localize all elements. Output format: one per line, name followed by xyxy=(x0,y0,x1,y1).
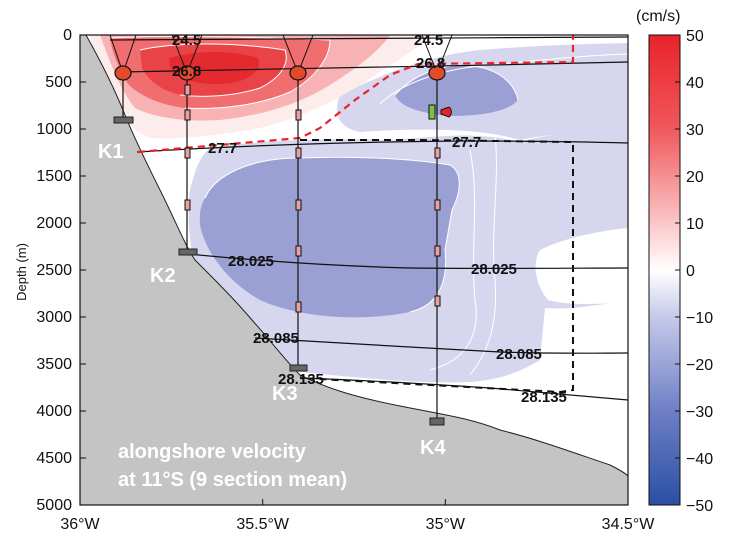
plot-area xyxy=(80,35,628,505)
isopycnal-label-28-085-a: 28.085 xyxy=(253,330,299,347)
colorbar-tick-label: −30 xyxy=(686,404,713,421)
y-tick-label: 3500 xyxy=(36,356,72,373)
isopycnal-label-28-135-b: 28.135 xyxy=(521,389,567,406)
bottom-topography xyxy=(80,35,628,505)
isopycnal-label-24-5-a: 24.5 xyxy=(172,32,201,49)
colorbar-tick-label: 20 xyxy=(686,169,704,186)
x-tick-label: 35°W xyxy=(426,516,466,533)
y-axis: 0 500 1000 1500 2000 2500 3000 3500 4000 4500 5000 xyxy=(36,27,86,514)
isopycnal-label-28-025-a: 28.025 xyxy=(228,253,274,270)
velocity-contour-lines xyxy=(109,36,628,376)
mooring-label-k3: K3 xyxy=(272,383,298,405)
mooring-label-k1: K1 xyxy=(98,141,124,163)
mooring-label-k2: K2 xyxy=(150,265,176,287)
colorbar-axis: 50 40 30 20 10 0 −10 −20 −30 −40 −50 xyxy=(675,28,713,515)
mooring-label-k4: K4 xyxy=(420,437,446,459)
x-tick-label: 34.5°W xyxy=(602,516,656,533)
isopycnal-label-27-7-a: 27.7 xyxy=(208,140,237,157)
dashed-red-line xyxy=(137,35,575,154)
colorbar-tick-label: 40 xyxy=(686,75,704,92)
colorbar-tick-label: −20 xyxy=(686,357,713,374)
y-tick-label: 4500 xyxy=(36,450,72,467)
isopycnal-label-24-5-b: 24.5 xyxy=(414,32,443,49)
isopycnal-labels: 24.5 24.5 26.8 26.8 27.7 27.7 28.025 28.… xyxy=(172,32,567,406)
mooring-k3 xyxy=(282,35,314,372)
colorbar-tick-label: −10 xyxy=(686,310,713,327)
y-tick-label: 500 xyxy=(45,74,72,91)
dashed-black-line xyxy=(299,139,574,394)
caption-line-1: alongshore velocity xyxy=(118,441,307,463)
colorbar-tick-label: 30 xyxy=(686,122,704,139)
x-tick-label: 35.5°W xyxy=(236,516,290,533)
colorbar-tick-label: 0 xyxy=(686,263,695,280)
isopycnal-label-26-8-a: 26.8 xyxy=(172,63,201,80)
x-tick-label: 36°W xyxy=(60,516,100,533)
y-tick-label: 2500 xyxy=(36,262,72,279)
negative-core-deep xyxy=(199,157,460,318)
mooring-k4 xyxy=(421,35,453,426)
isopycnal-label-26-8-b: 26.8 xyxy=(416,55,445,72)
y-tick-label: 0 xyxy=(63,27,72,44)
colorbar-tick-label: −40 xyxy=(686,451,713,468)
colorbar-tick-label: 50 xyxy=(686,28,704,45)
y-tick-label: 1000 xyxy=(36,121,72,138)
mooring-k1 xyxy=(109,35,137,124)
colorbar xyxy=(648,34,681,506)
colorbar-tick-label: 10 xyxy=(686,216,704,233)
isopycnal-lines xyxy=(109,36,628,401)
x-axis: 36°W 35.5°W 35°W 34.5°W xyxy=(60,499,655,533)
isopycnal-label-27-7-b: 27.7 xyxy=(452,134,481,151)
y-tick-label: 3000 xyxy=(36,309,72,326)
y-tick-label: 1500 xyxy=(36,168,72,185)
isopycnal-label-28-085-b: 28.085 xyxy=(496,346,542,363)
weak-flow-gap xyxy=(535,228,628,304)
y-tick-label: 4000 xyxy=(36,403,72,420)
y-tick-label: 2000 xyxy=(36,215,72,232)
mooring-labels: K1 K2 K3 K4 xyxy=(98,141,446,459)
colorbar-unit: (cm/s) xyxy=(636,8,680,25)
isopycnal-label-28-025-b: 28.025 xyxy=(471,261,517,278)
mooring-k2 xyxy=(171,35,203,256)
caption-line-2: at 11°S (9 section mean) xyxy=(118,469,347,491)
isopycnal-label-28-135-a: 28.135 xyxy=(278,371,324,388)
y-tick-label: 5000 xyxy=(36,497,72,514)
colorbar-tick-label: −50 xyxy=(686,498,713,515)
y-axis-label: Depth (m) xyxy=(14,243,29,301)
